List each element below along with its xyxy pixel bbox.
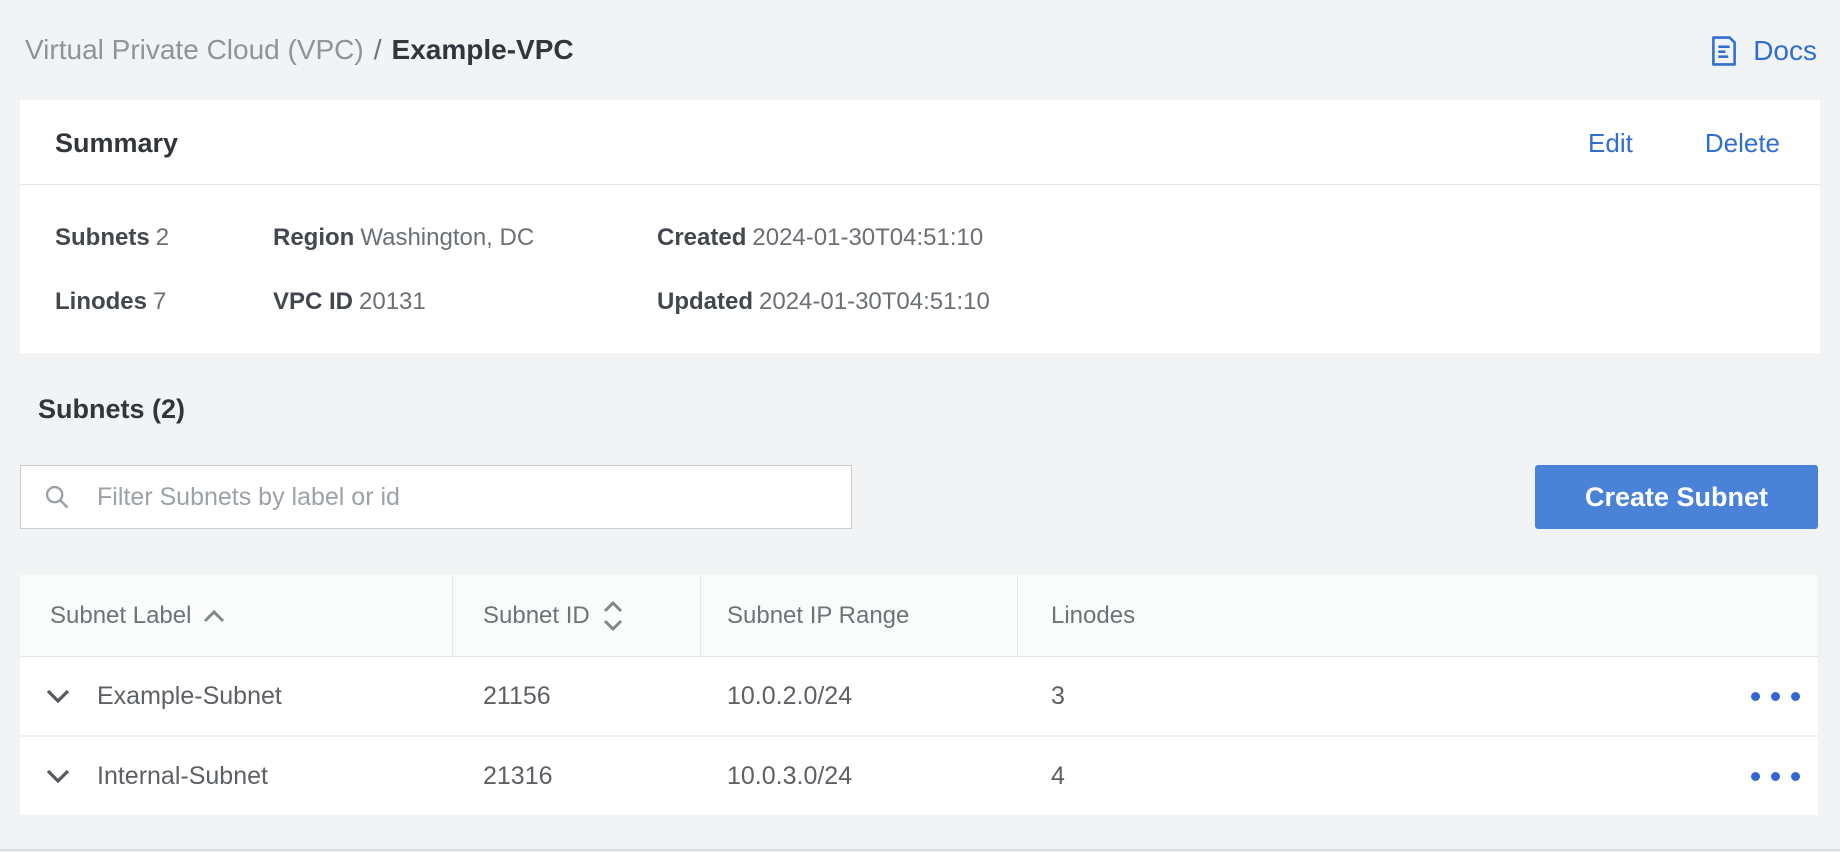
breadcrumb: Virtual Private Cloud (VPC) / Example-VP…: [25, 34, 574, 66]
cell-subnet-ip-range: 10.0.3.0/24: [727, 761, 853, 790]
subnet-filter-box: [20, 465, 852, 529]
search-icon: [43, 483, 71, 511]
column-header-label: Subnet IP Range: [727, 601, 910, 629]
cell-linodes-count: 3: [1051, 681, 1065, 710]
summary-field-linodes: Linodes 7: [55, 288, 166, 316]
ellipsis-icon: [1751, 771, 1760, 781]
summary-field-label: Region: [273, 224, 355, 251]
create-subnet-button[interactable]: Create Subnet: [1535, 465, 1818, 529]
summary-actions: Edit Delete: [1588, 128, 1780, 159]
ellipsis-icon: [1751, 691, 1760, 701]
cell-subnet-id: 21156: [483, 681, 551, 710]
cell-linodes-count: 4: [1051, 761, 1065, 790]
summary-field-updated: Updated 2024-01-30T04:51:10: [657, 288, 990, 316]
row-actions-menu-button[interactable]: [1751, 657, 1800, 735]
summary-panel: Summary Edit Delete Subnets 2 Region Washi…: [20, 100, 1820, 353]
column-header-label: Subnet ID: [483, 601, 590, 629]
cell-subnet-label: Example-Subnet: [97, 681, 282, 710]
cell-subnet-label: Internal-Subnet: [97, 761, 268, 790]
subnets-table: Subnet Label Subnet ID Subnet IP Ra: [20, 575, 1818, 815]
ellipsis-icon: [1771, 771, 1780, 781]
column-header-linodes: Linodes: [1051, 575, 1135, 656]
column-header-label: Subnet Label: [50, 601, 192, 629]
summary-field-value: 7: [153, 288, 167, 315]
chevron-down-icon: [45, 688, 71, 704]
edit-button[interactable]: Edit: [1588, 128, 1633, 158]
summary-field-value: 20131: [359, 288, 426, 315]
column-header-subnet-ip-range: Subnet IP Range: [727, 575, 909, 656]
summary-field-label: Updated: [657, 288, 753, 315]
cell-subnet-id: 21316: [483, 761, 553, 790]
page-bottom-divider: [0, 849, 1840, 851]
summary-field-value: 2: [155, 224, 170, 251]
summary-field-label: Subnets: [55, 224, 150, 251]
summary-header: Summary Edit Delete: [20, 100, 1820, 185]
summary-title: Summary: [55, 128, 179, 158]
ellipsis-icon: [1791, 691, 1800, 701]
summary-field-label: Created: [657, 224, 747, 251]
chevron-down-icon: [45, 768, 71, 784]
expand-row-button[interactable]: [45, 657, 71, 735]
delete-button[interactable]: Delete: [1704, 128, 1780, 158]
ellipsis-icon: [1771, 691, 1780, 701]
sort-asc-icon: [203, 609, 225, 623]
summary-field-vpc-id: VPC ID 20131: [273, 288, 426, 316]
column-header-subnet-label[interactable]: Subnet Label: [50, 575, 225, 656]
breadcrumb-separator: /: [373, 34, 382, 65]
summary-field-subnets: Subnets 2: [55, 224, 169, 252]
expand-row-button[interactable]: [45, 737, 71, 815]
breadcrumb-current-vpc: Example-VPC: [391, 34, 574, 65]
sort-both-icon: [602, 599, 624, 633]
summary-field-created: Created 2024-01-30T04:51:10: [657, 224, 983, 252]
docs-link-label: Docs: [1753, 35, 1817, 66]
summary-field-region: Region Washington, DC: [273, 224, 534, 252]
document-icon: [1707, 34, 1741, 68]
summary-field-label: Linodes: [55, 288, 148, 315]
subnet-filter-input[interactable]: [97, 482, 851, 512]
column-header-subnet-id[interactable]: Subnet ID: [483, 575, 624, 656]
subnets-table-header: Subnet Label Subnet ID Subnet IP Ra: [20, 575, 1818, 657]
column-divider: [700, 575, 701, 656]
summary-field-value: Washington, DC: [360, 224, 535, 251]
docs-link[interactable]: Docs: [1707, 34, 1817, 68]
summary-field-value: 2024-01-30T04:51:10: [759, 288, 990, 315]
subnets-section-heading: Subnets (2): [38, 394, 186, 424]
summary-field-value: 2024-01-30T04:51:10: [752, 224, 984, 251]
row-divider: [20, 735, 1818, 737]
cell-subnet-ip-range: 10.0.2.0/24: [727, 681, 853, 710]
breadcrumb-vpc-link[interactable]: Virtual Private Cloud (VPC): [25, 34, 364, 65]
column-divider: [1017, 575, 1018, 656]
row-actions-menu-button[interactable]: [1751, 737, 1800, 815]
ellipsis-icon: [1791, 771, 1800, 781]
table-row-example-subnet: Example-Subnet 21156 10.0.2.0/24 3: [20, 657, 1818, 735]
column-divider: [452, 575, 453, 656]
table-row-internal-subnet: Internal-Subnet 21316 10.0.3.0/24 4: [20, 737, 1818, 815]
column-header-label: Linodes: [1051, 601, 1136, 629]
summary-field-label: VPC ID: [273, 288, 354, 315]
